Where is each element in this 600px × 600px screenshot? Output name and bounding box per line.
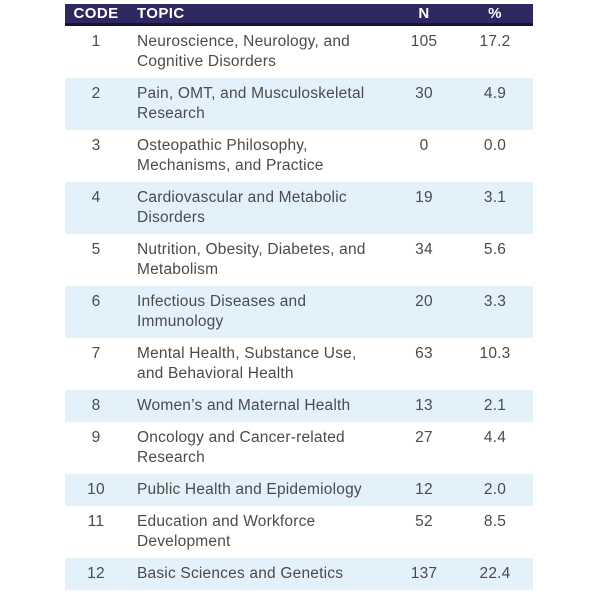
table-header: CODE TOPIC N % [65, 4, 533, 26]
cell-pct: 2.0 [483, 481, 507, 498]
cell-pct: 4.9 [483, 85, 507, 102]
cell-n: 137 [410, 565, 438, 582]
cell-topic: Oncology and Cancer-related Research [137, 429, 345, 466]
cell-code: 5 [91, 241, 101, 258]
header-cell-n: N [418, 5, 430, 22]
header-cell-topic: TOPIC [137, 5, 185, 22]
cell-topic: Osteopathic Philosophy, Mechanisms, and … [137, 137, 324, 174]
cell-code: 3 [91, 137, 101, 154]
table-body: 1 Neuroscience, Neurology, and Cognitive … [65, 26, 533, 590]
cell-n: 34 [415, 241, 433, 258]
cell-topic: Pain, OMT, and Musculoskeletal Research [137, 85, 365, 122]
cell-topic: Infectious Diseases and Immunology [137, 293, 307, 330]
cell-topic: Women’s and Maternal Health [137, 397, 351, 414]
cell-pct: 22.4 [479, 565, 511, 582]
cell-n: 30 [415, 85, 433, 102]
cell-topic: Mental Health, Substance Use, and Behavi… [137, 345, 357, 382]
table-row: 8 Women’s and Maternal Health 13 2.1 [65, 390, 533, 422]
cell-topic: Nutrition, Obesity, Diabetes, and Metabo… [137, 241, 366, 278]
cell-code: 9 [91, 429, 101, 446]
cell-n: 13 [415, 397, 433, 414]
cell-topic: Cardiovascular and Metabolic Disorders [137, 189, 347, 226]
table-row: 4 Cardiovascular and Metabolic Disorders 1… [65, 182, 533, 234]
cell-n: 0 [419, 137, 429, 154]
cell-pct: 0.0 [483, 137, 507, 154]
cell-topic: Neuroscience, Neurology, and Cognitive D… [137, 33, 350, 70]
topics-table: CODE TOPIC N % 1 Neuroscience, Neurology,… [65, 4, 533, 590]
cell-pct: 5.6 [483, 241, 507, 258]
table-row: 5 Nutrition, Obesity, Diabetes, and Metab… [65, 234, 533, 286]
table-row: 9 Oncology and Cancer-related Research 27 4… [65, 422, 533, 474]
cell-code: 11 [87, 513, 105, 530]
table-row: 6 Infectious Diseases and Immunology 20 3.3 [65, 286, 533, 338]
cell-topic: Basic Sciences and Genetics [137, 565, 344, 582]
cell-code: 6 [91, 293, 101, 310]
cell-n: 52 [415, 513, 433, 530]
table-row: 10 Public Health and Epidemiology 12 2.0 [65, 474, 533, 506]
cell-code: 1 [91, 33, 101, 50]
cell-code: 2 [91, 85, 101, 102]
table-row: 7 Mental Health, Substance Use, and Behav… [65, 338, 533, 390]
cell-code: 4 [91, 189, 101, 206]
cell-pct: 8.5 [483, 513, 507, 530]
cell-n: 105 [410, 33, 438, 50]
cell-pct: 3.3 [483, 293, 507, 310]
cell-pct: 3.1 [483, 189, 507, 206]
table-row: 1 Neuroscience, Neurology, and Cognitive … [65, 26, 533, 78]
cell-topic: Public Health and Epidemiology [137, 481, 362, 498]
cell-pct: 10.3 [479, 345, 511, 362]
cell-code: 8 [91, 397, 101, 414]
cell-topic: Education and Workforce Development [137, 513, 316, 550]
cell-code: 10 [87, 481, 105, 498]
cell-n: 63 [415, 345, 433, 362]
table-row: 2 Pain, OMT, and Musculoskeletal Research… [65, 78, 533, 130]
cell-pct: 2.1 [483, 397, 507, 414]
table-row: 12 Basic Sciences and Genetics 137 22.4 [65, 558, 533, 590]
cell-n: 20 [415, 293, 433, 310]
cell-pct: 17.2 [479, 33, 511, 50]
cell-code: 7 [91, 345, 101, 362]
table-row: 3 Osteopathic Philosophy, Mechanisms, and… [65, 130, 533, 182]
header-cell-pct: % [488, 5, 502, 22]
table-row: 11 Education and Workforce Development 52 8… [65, 506, 533, 558]
cell-code: 12 [87, 565, 105, 582]
cell-n: 12 [415, 481, 433, 498]
cell-n: 19 [415, 189, 433, 206]
cell-pct: 4.4 [483, 429, 507, 446]
cell-n: 27 [415, 429, 433, 446]
header-cell-code: CODE [73, 5, 119, 22]
